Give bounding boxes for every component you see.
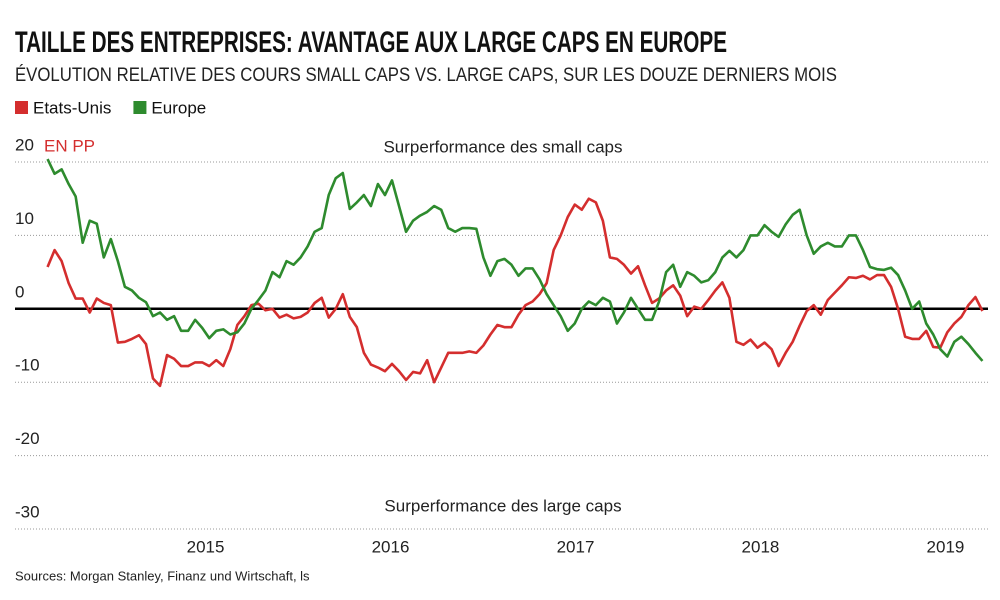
legend-label: Etats-Unis [33, 98, 111, 117]
x-tick-label: 2015 [187, 537, 225, 556]
annotation: Surperformance des large caps [384, 496, 621, 515]
x-tick-label: 2018 [742, 537, 780, 556]
legend-swatch [15, 101, 28, 114]
y-tick-label: 10 [15, 209, 34, 228]
x-tick-label: 2019 [927, 537, 965, 556]
annotation: Surperformance des small caps [383, 137, 622, 156]
y-unit: EN PP [44, 136, 95, 155]
y-tick-label: -20 [15, 429, 40, 448]
y-tick-label: -10 [15, 356, 40, 375]
y-tick-label: 20 [15, 136, 34, 155]
chart-subtitle: ÉVOLUTION RELATIVE DES COURS SMALL CAPS … [15, 65, 837, 86]
chart-title: TAILLE DES ENTREPRISES: AVANTAGE AUX LAR… [15, 26, 727, 59]
x-tick-label: 2016 [372, 537, 410, 556]
y-tick-label: 0 [15, 282, 24, 301]
series-line [46, 197, 984, 388]
series-line [46, 158, 984, 362]
x-tick-label: 2017 [557, 537, 595, 556]
legend-label: Europe [151, 98, 206, 117]
source: Sources: Morgan Stanley, Finanz und Wirt… [15, 568, 310, 583]
y-tick-label: -30 [15, 502, 40, 521]
legend-swatch [133, 101, 147, 114]
